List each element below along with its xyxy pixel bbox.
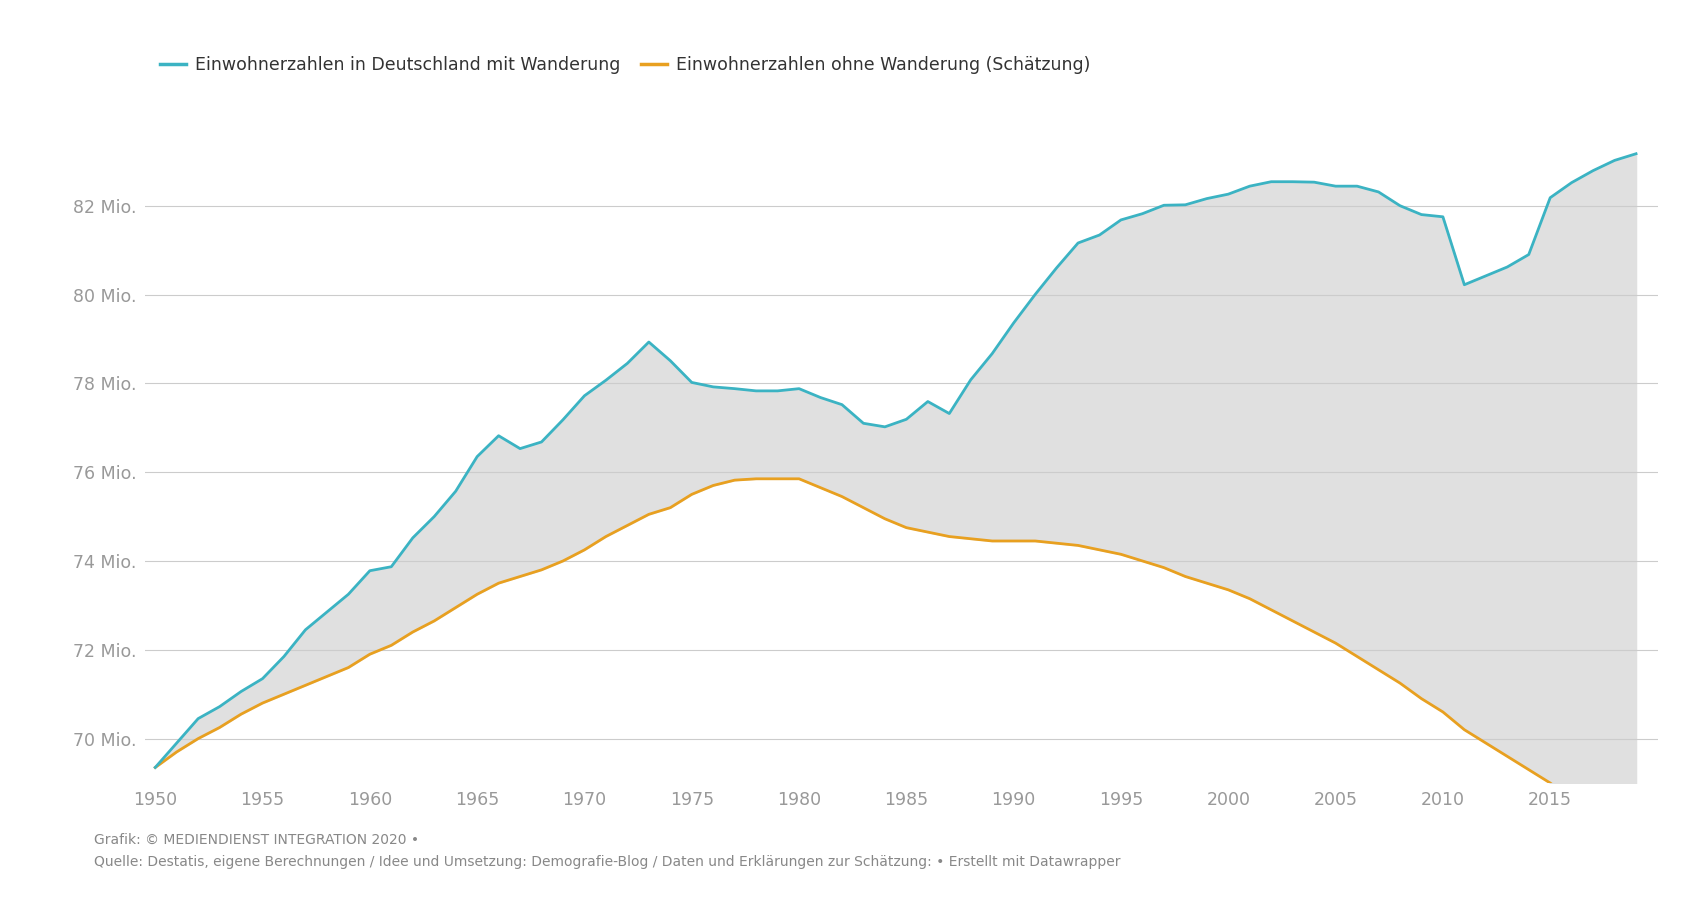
Legend: Einwohnerzahlen in Deutschland mit Wanderung, Einwohnerzahlen ohne Wanderung (Sc: Einwohnerzahlen in Deutschland mit Wande…	[153, 50, 1096, 81]
Text: Grafik: © MEDIENDIENST INTEGRATION 2020 •: Grafik: © MEDIENDIENST INTEGRATION 2020 …	[94, 832, 418, 847]
Text: Quelle: Destatis, eigene Berechnungen / Idee und Umsetzung: Demografie-Blog / Da: Quelle: Destatis, eigene Berechnungen / …	[94, 855, 1120, 869]
